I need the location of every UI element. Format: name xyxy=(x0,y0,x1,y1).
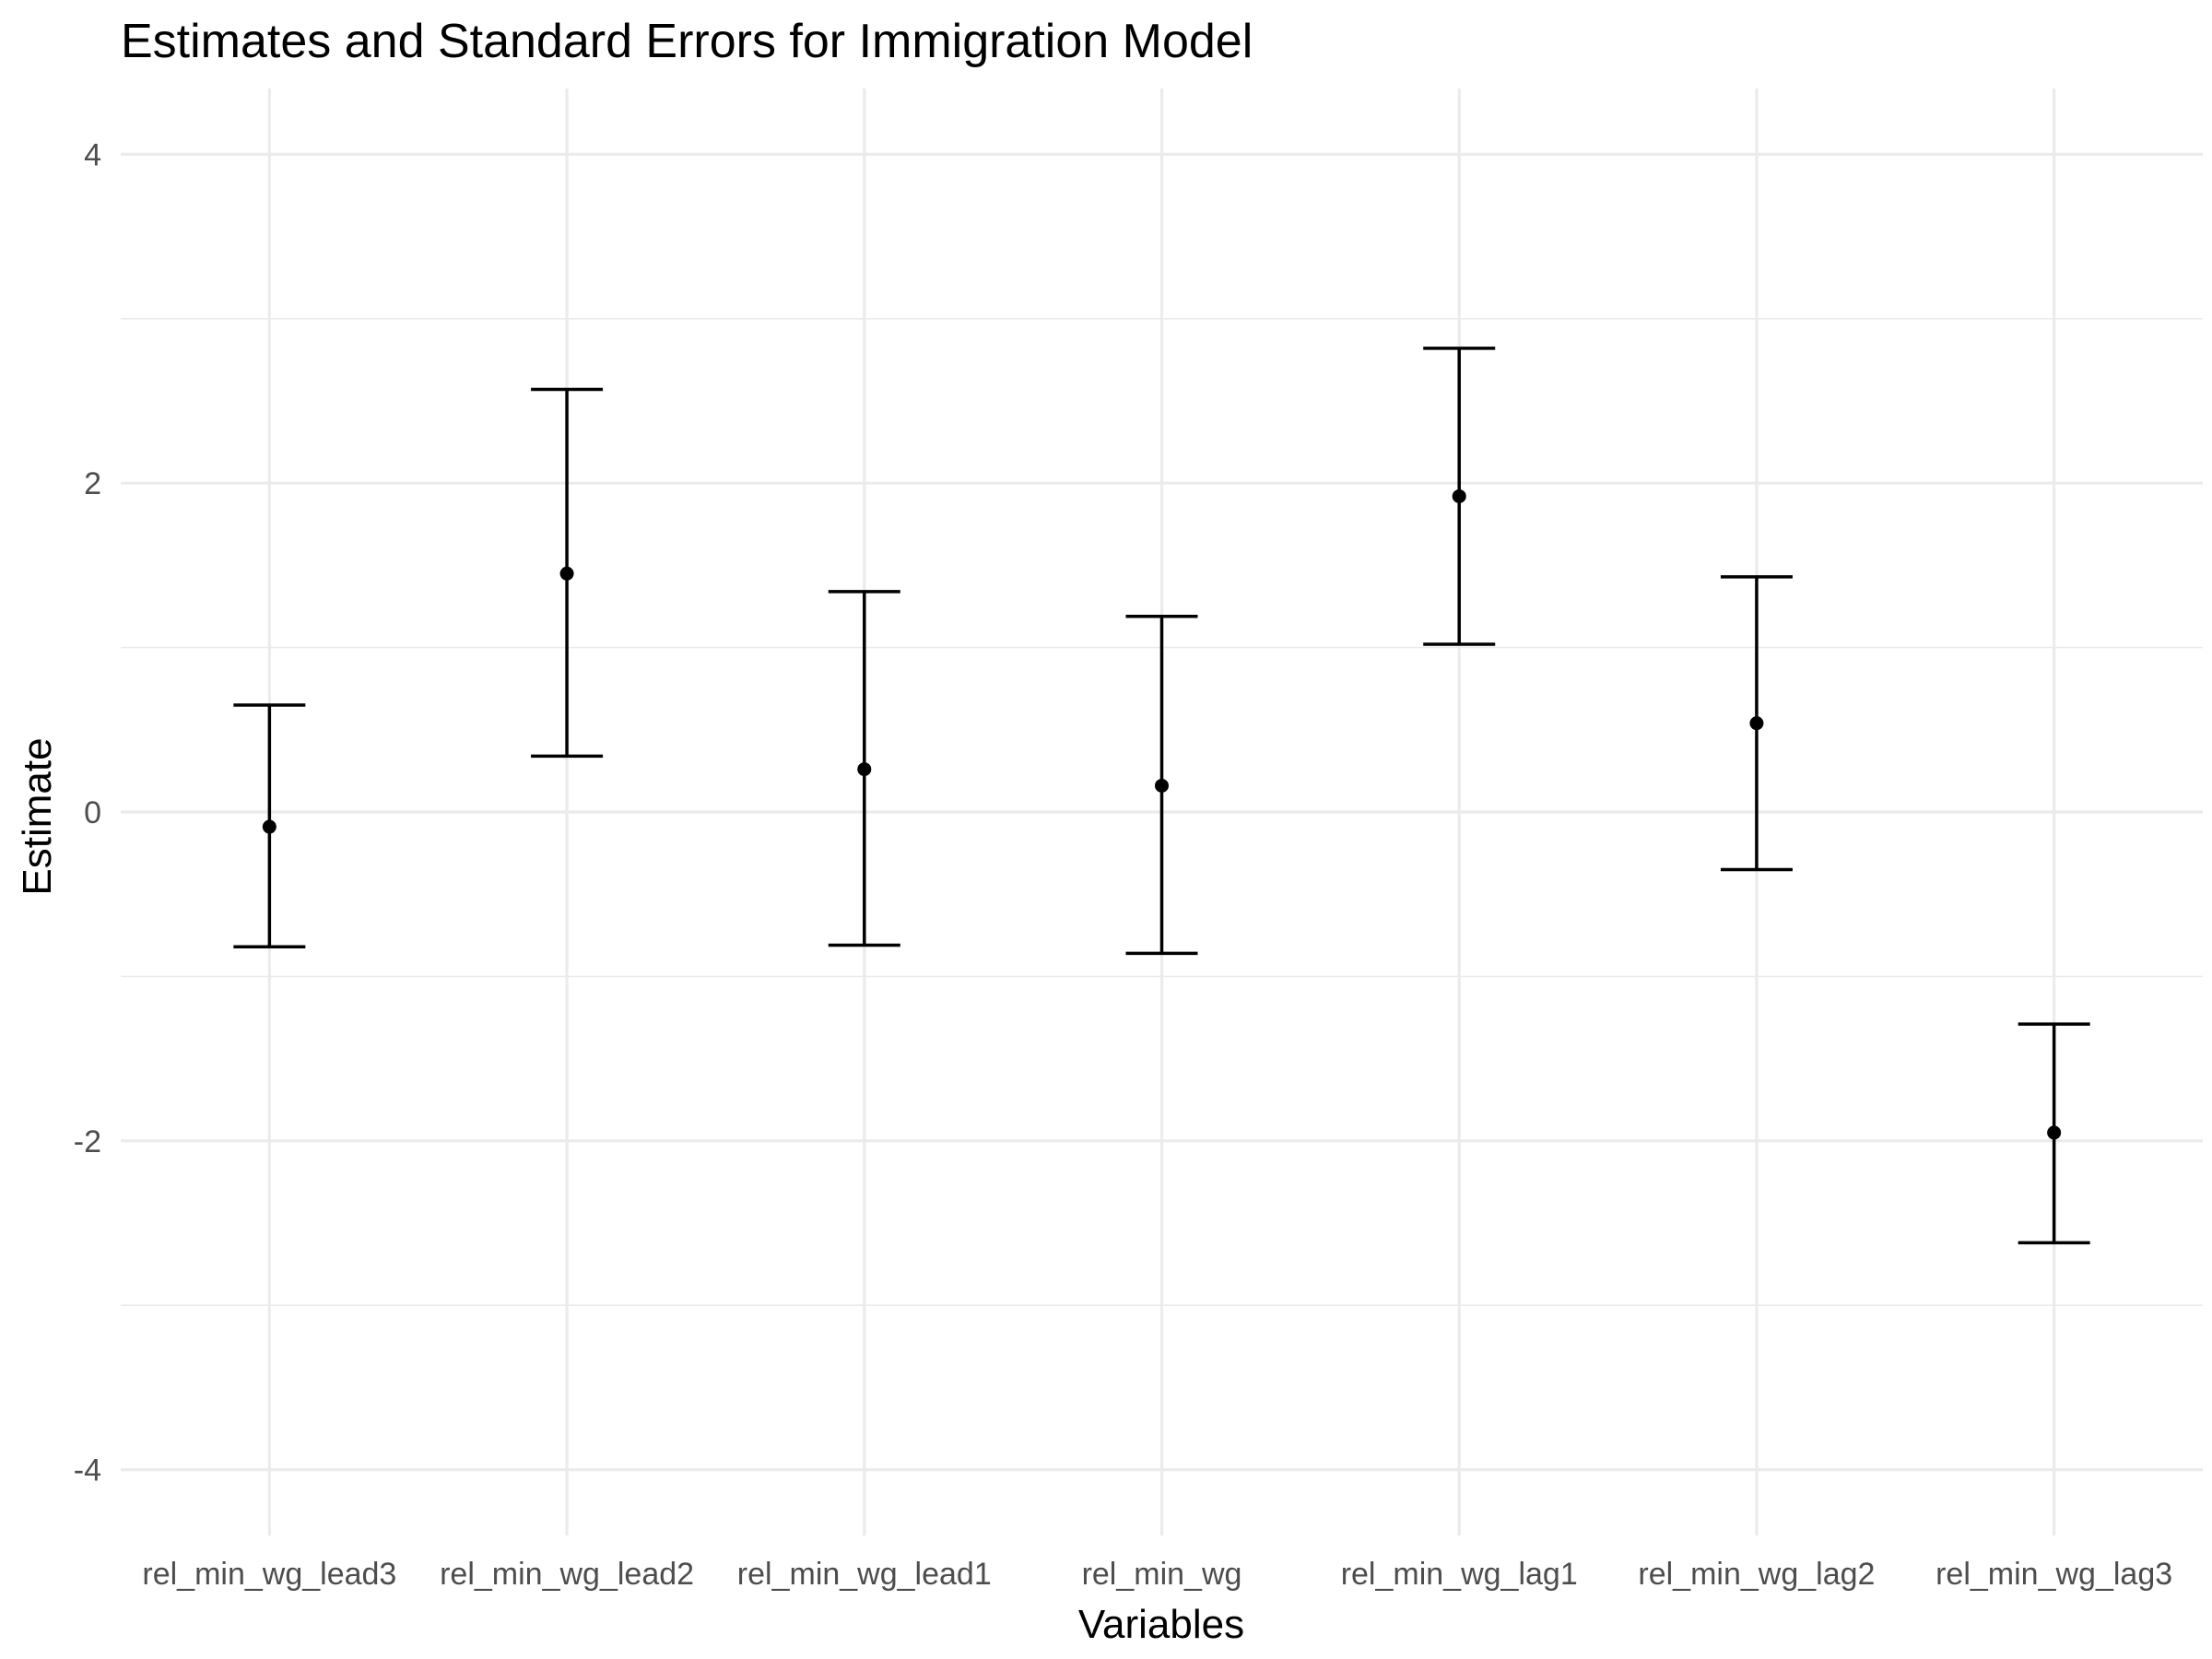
y-tick-label: -4 xyxy=(74,1453,101,1488)
x-tick-label: rel_min_wg_lag2 xyxy=(1638,1557,1875,1592)
x-tick-label: rel_min_wg_lag1 xyxy=(1341,1557,1578,1592)
estimate-point xyxy=(857,762,872,777)
estimate-point xyxy=(2047,1125,2062,1140)
x-tick-label: rel_min_wg_lead2 xyxy=(440,1557,694,1592)
y-tick-label: 0 xyxy=(84,795,101,830)
x-tick-label: rel_min_wg_lead3 xyxy=(142,1557,396,1592)
y-tick-label: 4 xyxy=(84,137,101,172)
estimate-point xyxy=(1749,716,1764,731)
x-tick-label: rel_min_wg_lag3 xyxy=(1936,1557,2172,1592)
y-axis-tick-labels: -4 -2 0 2 4 xyxy=(74,137,101,1488)
y-tick-label: 2 xyxy=(84,466,101,501)
estimate-point xyxy=(559,566,574,581)
estimate-points xyxy=(262,488,2062,1140)
estimate-point xyxy=(1155,778,1169,793)
y-axis-title: Estimate xyxy=(15,737,60,895)
chart-title: Estimates and Standard Errors for Immigr… xyxy=(121,15,1253,68)
y-tick-label: -2 xyxy=(74,1124,101,1159)
x-tick-label: rel_min_wg xyxy=(1082,1557,1242,1592)
x-axis-tick-labels: rel_min_wg_lead3 rel_min_wg_lead2 rel_min_… xyxy=(142,1557,2172,1592)
x-axis-title: Variables xyxy=(1078,1602,1244,1647)
x-tick-label: rel_min_wg_lead1 xyxy=(737,1557,992,1592)
estimate-point xyxy=(1452,488,1466,503)
estimate-point xyxy=(262,819,276,834)
